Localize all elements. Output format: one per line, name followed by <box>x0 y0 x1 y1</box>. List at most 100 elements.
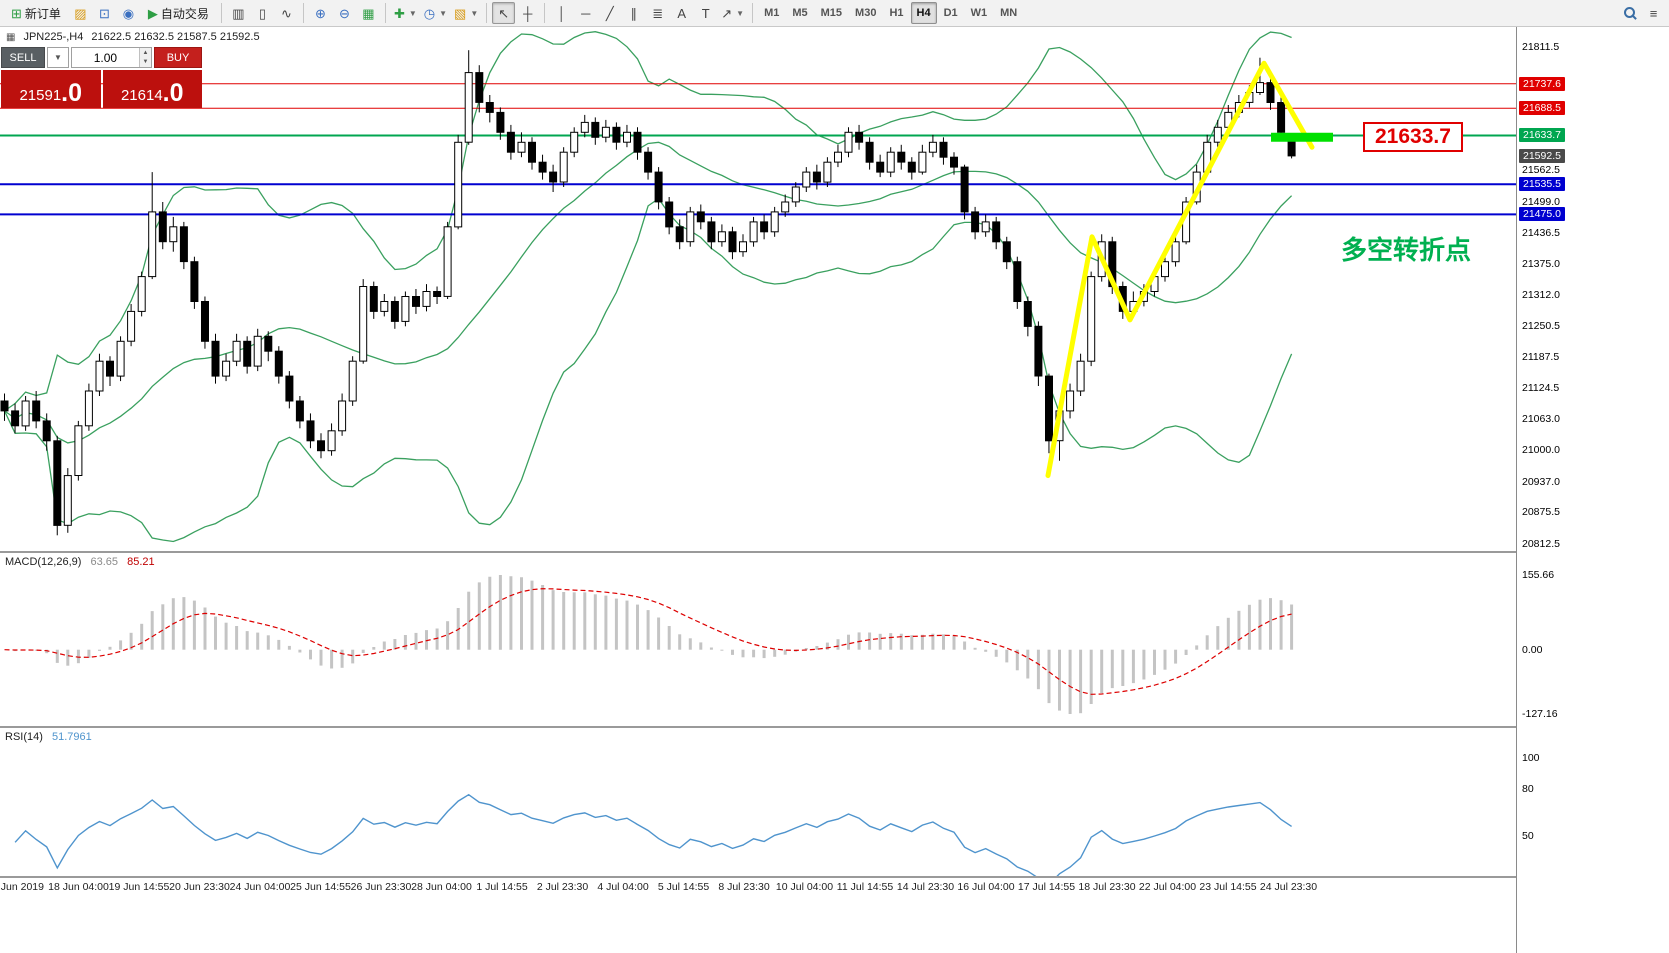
buy-price-button[interactable]: 21614.0 <box>102 70 202 108</box>
cursor-tool-button[interactable]: ↖ <box>492 2 516 24</box>
price-badge: 21535.5 <box>1519 177 1565 192</box>
timeframe-m1-button[interactable]: M1 <box>758 2 785 24</box>
time-axis-label: 14 Jul 23:30 <box>896 881 955 893</box>
crosshair-icon: ┼ <box>523 5 533 21</box>
vertical-line-tool-button[interactable]: │ <box>550 2 573 24</box>
price-badge: 21633.7 <box>1519 128 1565 143</box>
new-order-icon: ⊞ <box>11 5 22 21</box>
terminal-icon: ⊡ <box>98 5 110 21</box>
crosshair-tool-button[interactable]: ┼ <box>516 2 539 24</box>
buy-button[interactable]: BUY <box>154 47 202 68</box>
timeframe-d1-button[interactable]: D1 <box>938 2 964 24</box>
time-axis-label: 4 Jul 04:00 <box>597 881 649 893</box>
scale-label: 20937.0 <box>1522 475 1560 488</box>
chart-symbol-period: JPN225-,H4 <box>23 31 84 43</box>
price-chart-canvas[interactable] <box>0 27 1516 551</box>
panel-splitter[interactable] <box>0 551 1669 553</box>
search-button[interactable] <box>1618 2 1641 24</box>
time-axis-label: 8 Jul 23:30 <box>718 881 770 893</box>
line-chart-button[interactable]: ∿ <box>275 2 298 24</box>
scale-label: 21436.5 <box>1522 227 1560 240</box>
navigator-button[interactable]: ◉ <box>117 2 140 24</box>
arrows-tool-button[interactable]: ↗ ▼ <box>718 2 747 24</box>
lot-decrease-button[interactable]: ▼ <box>139 57 151 67</box>
label-tool-icon: T <box>701 5 710 21</box>
lot-increase-button[interactable]: ▲ <box>139 48 151 58</box>
horizontal-line-tool-button[interactable]: ─ <box>574 2 597 24</box>
toolbar-separator <box>220 3 222 23</box>
macd-indicator-label: MACD(12,26,9) 63.65 85.21 <box>5 556 155 568</box>
toolbar-separator <box>302 3 304 23</box>
toolbar-separator <box>486 3 488 23</box>
label-tool-button[interactable]: T <box>694 2 717 24</box>
terminal-button[interactable]: ⊡ <box>93 2 116 24</box>
panel-splitter[interactable] <box>0 876 1669 878</box>
indicators-button[interactable]: ✚ ▼ <box>391 2 420 24</box>
timeframe-h1-button[interactable]: H1 <box>883 2 909 24</box>
price-scale[interactable]: 21811.5 21562.5 21499.0 21436.5 21375.0 21312… <box>1516 27 1669 953</box>
timeframe-m5-button[interactable]: M5 <box>786 2 813 24</box>
scale-label: -127.16 <box>1522 708 1558 720</box>
scale-label: 21375.0 <box>1522 257 1560 270</box>
bar-chart-icon: ▥ <box>232 5 245 21</box>
channel-tool-button[interactable]: ∥ <box>622 2 645 24</box>
sell-price-button[interactable]: 21591.0 <box>1 70 101 108</box>
bar-chart-button[interactable]: ▥ <box>227 2 250 24</box>
time-axis-label: 19 Jun 14:55 <box>108 881 170 893</box>
order-type-dropdown[interactable]: ▼ <box>47 47 69 68</box>
candlestick-icon: ▯ <box>258 5 267 21</box>
scale-label: 80 <box>1522 783 1534 795</box>
scale-label: 50 <box>1522 829 1534 842</box>
scale-label: 21562.5 <box>1522 164 1560 177</box>
zoom-out-button[interactable]: ⊖ <box>333 2 356 24</box>
tile-windows-button[interactable]: ▦ <box>357 2 380 24</box>
cursor-icon: ↖ <box>498 5 510 21</box>
zoom-in-button[interactable]: ⊕ <box>309 2 332 24</box>
text-tool-button[interactable]: A <box>670 2 693 24</box>
lot-stepper: ▲ ▼ <box>138 48 151 67</box>
charts-button[interactable]: ▨ <box>69 2 92 24</box>
price-badge: 21475.0 <box>1519 207 1565 222</box>
templates-button[interactable]: ▧ ▼ <box>451 2 481 24</box>
timeframe-m15-button[interactable]: M15 <box>815 2 848 24</box>
zoom-out-icon: ⊖ <box>338 5 350 21</box>
timeframe-m30-button[interactable]: M30 <box>849 2 882 24</box>
text-tool-icon: A <box>677 5 687 21</box>
autotrading-button[interactable]: ▶ 自动交易 <box>141 2 216 24</box>
scale-label: 21187.5 <box>1522 350 1560 363</box>
candlestick-button[interactable]: ▯ <box>251 2 274 24</box>
sell-price-frac: .0 <box>61 78 83 107</box>
horizontal-line-icon: ─ <box>581 5 591 21</box>
price-target-label[interactable]: 21633.7 <box>1363 122 1463 152</box>
rsi-name: RSI(14) <box>5 731 43 743</box>
trendline-tool-button[interactable]: ╱ <box>598 2 621 24</box>
turning-point-annotation[interactable]: 多空转折点 <box>1341 235 1472 265</box>
dropdown-caret-icon: ▼ <box>408 8 417 18</box>
fibonacci-tool-button[interactable]: ≣ <box>646 2 669 24</box>
channel-icon: ∥ <box>630 5 638 21</box>
timeframe-h4-button[interactable]: H4 <box>910 2 937 24</box>
menu-button[interactable]: ≡ <box>1642 2 1665 24</box>
time-axis-label: 18 Jun 04:00 <box>48 881 109 893</box>
new-order-button[interactable]: ⊞ 新订单 <box>4 2 68 24</box>
buy-price-frac: .0 <box>162 78 184 107</box>
macd-panel-canvas[interactable] <box>0 553 1516 726</box>
timeframe-mn-button[interactable]: MN <box>994 2 1023 24</box>
periods-button[interactable]: ◷ ▼ <box>421 2 450 24</box>
tile-windows-icon: ▦ <box>362 5 375 21</box>
time-axis-label: 11 Jul 14:55 <box>836 881 894 893</box>
dropdown-caret-icon: ▼ <box>470 8 479 18</box>
scale-label: 20812.5 <box>1522 537 1560 550</box>
price-badge: 21737.6 <box>1519 76 1565 91</box>
toolbar-separator <box>544 3 546 23</box>
lot-size-input[interactable] <box>72 48 139 67</box>
rsi-panel-canvas[interactable] <box>0 728 1516 876</box>
panel-splitter[interactable] <box>0 726 1669 728</box>
time-axis-label: 18 Jul 23:30 <box>1078 881 1136 893</box>
line-chart-icon: ∿ <box>280 5 292 21</box>
time-axis-label: 1 Jul 14:55 <box>476 881 528 893</box>
sell-button[interactable]: SELL <box>1 47 45 68</box>
timeframe-w1-button[interactable]: W1 <box>965 2 994 24</box>
